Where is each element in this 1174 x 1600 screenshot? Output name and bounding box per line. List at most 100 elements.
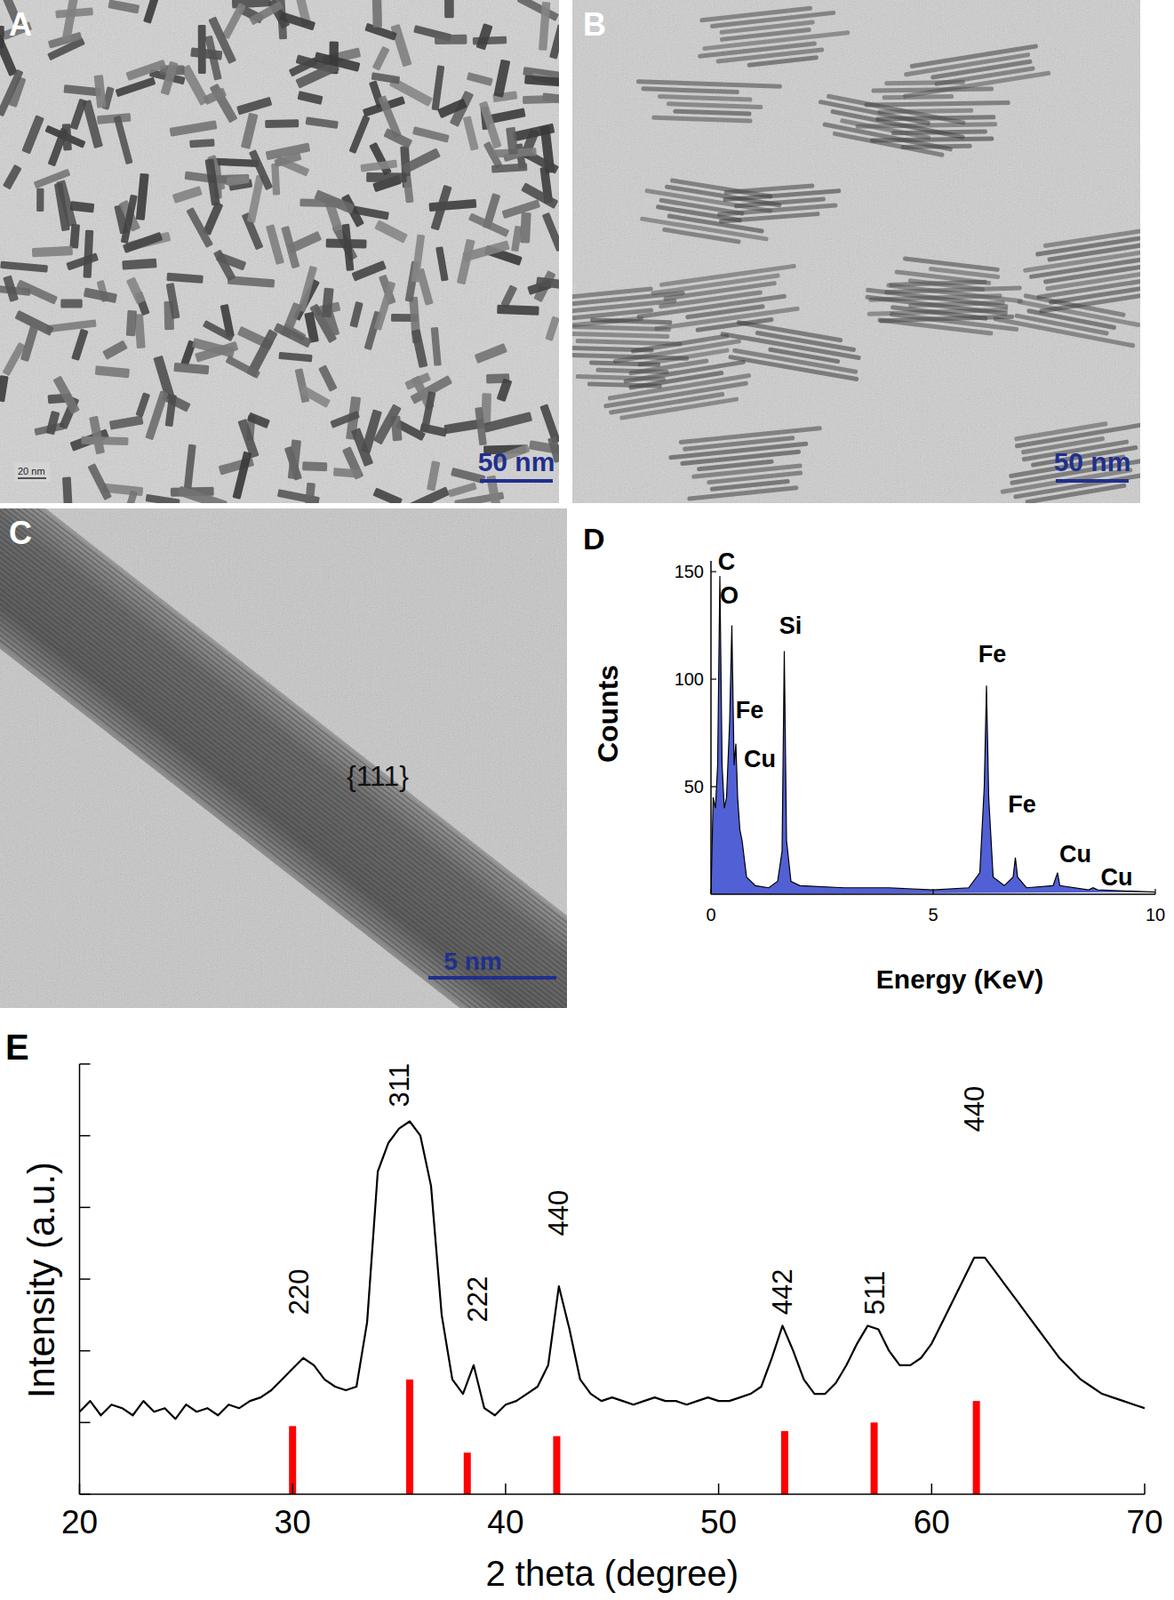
nanorod <box>431 64 446 111</box>
nanorod <box>535 276 560 291</box>
y-tick <box>79 1062 91 1065</box>
nanorod <box>372 487 403 504</box>
nanorod <box>359 159 398 173</box>
spectrum <box>710 575 1156 895</box>
nanorod <box>549 23 560 59</box>
nanorod <box>190 47 223 61</box>
x-tick-label: 50 <box>700 1503 737 1541</box>
nanorod <box>326 238 368 248</box>
y-tick-label: 100 <box>674 669 704 689</box>
rod-bundle <box>716 317 865 382</box>
nanorod <box>82 230 94 279</box>
nanorod <box>54 183 71 232</box>
scale-bar-label: 50 nm <box>478 447 556 477</box>
nanorod <box>183 444 196 493</box>
nanorod <box>248 149 273 191</box>
nanorod <box>83 287 118 304</box>
rod-grain <box>0 508 568 1008</box>
nanorod <box>125 59 167 81</box>
nanorod <box>333 467 362 479</box>
nanorod <box>279 11 316 31</box>
nanorod <box>88 415 105 455</box>
nanorod <box>641 86 740 95</box>
nanorod <box>126 276 146 304</box>
nanorod <box>479 101 503 150</box>
rod-bundle <box>635 79 783 125</box>
nanorod <box>264 119 299 128</box>
plane-label: {111} <box>346 759 409 792</box>
nanorod <box>590 317 672 325</box>
nanorod <box>348 114 370 154</box>
nanorod <box>144 390 168 440</box>
x-tick-label: 70 <box>1126 1503 1163 1541</box>
y-axis <box>710 560 712 895</box>
nanorod <box>172 185 203 204</box>
nanorod <box>435 246 449 281</box>
nanorod <box>248 0 284 25</box>
nanorod <box>135 173 150 221</box>
nanorod <box>374 219 408 243</box>
y-tick <box>79 1349 91 1352</box>
nanorod <box>520 182 559 209</box>
nanorod <box>466 71 494 87</box>
element-label: Cu <box>743 745 776 773</box>
nanorod <box>62 476 74 504</box>
hkl-label: 220 <box>283 1269 315 1316</box>
nanorod <box>474 343 508 364</box>
nanorod <box>420 391 436 432</box>
reference-peak <box>973 1400 981 1494</box>
tem-background <box>0 0 560 504</box>
scale-bar-label: 5 nm <box>443 947 502 975</box>
y-tick <box>79 1134 91 1137</box>
rod-bundle <box>991 414 1141 504</box>
nanorod <box>115 76 157 97</box>
hkl-label: 311 <box>383 1062 416 1107</box>
nanorod <box>882 94 954 100</box>
nanorod <box>496 304 540 316</box>
nanorod <box>747 55 820 68</box>
nanorod <box>247 175 265 224</box>
nanorod <box>145 494 181 504</box>
nanorod <box>46 319 96 333</box>
nanorod <box>202 87 227 105</box>
nanorod <box>71 328 88 361</box>
nanorod <box>500 284 518 308</box>
nanorod <box>143 0 165 24</box>
x-tick-label: 60 <box>913 1503 951 1541</box>
nanorod <box>544 316 560 342</box>
reference-peak <box>288 1425 296 1494</box>
nanorod <box>493 59 511 98</box>
y-tick <box>710 678 717 679</box>
rod-bundle <box>694 1 853 73</box>
nanorod <box>383 127 413 149</box>
nanorod <box>69 223 80 249</box>
hkl-label: 440 <box>543 1189 575 1237</box>
nanorod <box>575 374 666 382</box>
nanorod <box>318 364 338 392</box>
nanorod <box>205 158 221 206</box>
nanorod <box>80 436 128 446</box>
nanorod <box>299 198 342 208</box>
nanorod <box>662 227 742 245</box>
scale-bar-label: 50 nm <box>1054 447 1132 477</box>
nanorod <box>575 338 683 347</box>
nanorod <box>265 223 285 265</box>
nanorod <box>70 200 96 213</box>
nanorod <box>412 126 450 144</box>
nanorod <box>185 207 214 248</box>
rod-bundle <box>862 252 1026 339</box>
y-tick <box>710 785 717 787</box>
x-tick-label: 10 <box>1145 904 1166 925</box>
nanorod <box>372 0 383 28</box>
nanorod <box>299 385 331 409</box>
nanorod <box>47 127 70 168</box>
nanorod <box>231 451 252 500</box>
nanorod <box>107 0 140 14</box>
y-tick-label: 150 <box>674 561 704 582</box>
nanorod <box>0 375 9 402</box>
x-tick <box>79 1483 81 1494</box>
nanorod <box>287 439 302 480</box>
nanorod <box>572 330 670 339</box>
nanorod <box>296 90 323 105</box>
nanorod <box>351 427 374 467</box>
